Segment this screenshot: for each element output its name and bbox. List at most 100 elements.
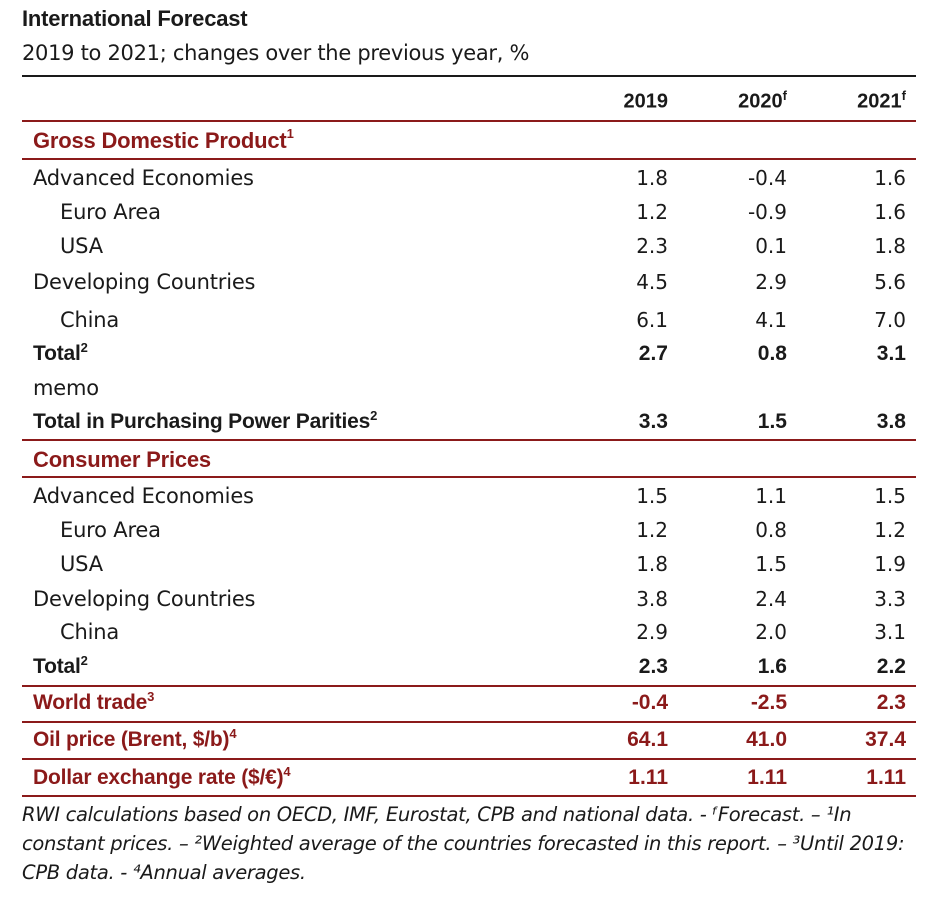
cell-value-2021: 1.6 — [874, 200, 906, 224]
row-label: Total2 — [33, 653, 88, 679]
section-heading-row: Consumer Prices — [0, 447, 942, 481]
cell-value-2019: 1.2 — [636, 518, 668, 542]
table-rule — [22, 685, 916, 687]
cell-value-2021: 1.6 — [874, 166, 906, 190]
table-row: Dollar exchange rate ($/€)4 1.11 1.11 1.11 — [0, 764, 942, 800]
row-label-text: Developing Countries — [33, 270, 256, 294]
table-rule — [22, 476, 916, 478]
table-row: Advanced Economies 1.5 1.1 1.5 — [0, 484, 942, 518]
row-label-text: China — [60, 308, 119, 332]
footnote-marker: 2 — [80, 653, 88, 668]
cell-value-2021: 1.5 — [874, 484, 906, 508]
row-label: memo — [33, 376, 99, 400]
cell-value-2019: -0.4 — [631, 691, 668, 714]
section-heading-row: Gross Domestic Product1 — [0, 126, 942, 162]
cell-value-2020: 0.8 — [755, 518, 787, 542]
table-row: Developing Countries 4.5 2.9 5.6 — [0, 270, 942, 304]
cell-value-2020: 4.1 — [755, 308, 787, 332]
row-label-text: Euro Area — [60, 200, 161, 224]
cell-value-2019: 2.3 — [636, 234, 668, 258]
column-header-2019: 2019 — [623, 90, 669, 113]
table-row: Total2 2.3 1.6 2.2 — [0, 653, 942, 689]
row-label-text: memo — [33, 376, 99, 400]
row-label-text: Dollar exchange rate ($/€) — [33, 766, 284, 789]
cell-value-2021: 1.9 — [874, 552, 906, 576]
row-label-text: World trade — [33, 691, 148, 714]
cell-value-2020: 2.0 — [755, 620, 787, 644]
cell-value-2021: 7.0 — [874, 308, 906, 332]
cell-value-2020: 0.8 — [757, 342, 787, 365]
row-label: Total in Purchasing Power Parities2 — [33, 408, 378, 434]
table-row: Developing Countries 3.8 2.4 3.3 — [0, 587, 942, 621]
footnote: RWI calculations based on OECD, IMF, Eur… — [22, 803, 905, 884]
footnote-marker: 4 — [283, 764, 291, 779]
cell-value-2020: 1.6 — [757, 655, 787, 678]
cell-value-2021: 1.2 — [874, 518, 906, 542]
cell-value-2019: 1.2 — [636, 200, 668, 224]
cell-value-2019: 4.5 — [636, 270, 668, 294]
row-label: Euro Area — [60, 518, 161, 542]
table-row: Total2 2.7 0.8 3.1 — [0, 340, 942, 376]
cell-value-2020: 1.11 — [747, 766, 787, 789]
footnote-marker: 3 — [147, 689, 155, 704]
cell-value-2019: 3.3 — [638, 410, 668, 433]
table-rule — [22, 721, 916, 723]
table-row: Oil price (Brent, $/b)4 64.1 41.0 37.4 — [0, 726, 942, 762]
cell-value-2019: 1.5 — [636, 484, 668, 508]
row-label-text: Advanced Economies — [33, 166, 254, 190]
row-label: USA — [60, 234, 103, 258]
footnote-marker: 1 — [286, 126, 294, 141]
table-row: China 2.9 2.0 3.1 — [0, 620, 942, 654]
cell-value-2021: 3.1 — [876, 342, 906, 365]
row-label: Consumer Prices — [33, 447, 211, 473]
row-label: Advanced Economies — [33, 166, 254, 190]
footnote-marker: 2 — [370, 408, 378, 423]
cell-value-2021: 3.1 — [874, 620, 906, 644]
table-row: Advanced Economies 1.8 -0.4 1.6 — [0, 166, 942, 200]
cell-value-2019: 64.1 — [627, 728, 668, 751]
table-row: Total in Purchasing Power Parities2 3.3 1.… — [0, 408, 942, 444]
table-rule — [22, 158, 916, 160]
cell-value-2020: -0.9 — [747, 200, 787, 224]
row-label: China — [60, 308, 119, 332]
table-row: Euro Area 1.2 -0.9 1.6 — [0, 200, 942, 234]
table-rule — [22, 439, 916, 441]
row-label-text: Total — [33, 342, 81, 365]
table-subtitle: 2019 to 2021; changes over the previous … — [22, 41, 530, 65]
row-label: China — [60, 620, 119, 644]
table-row: Euro Area 1.2 0.8 1.2 — [0, 518, 942, 552]
cell-value-2019: 3.8 — [636, 587, 668, 611]
cell-value-2019: 1.8 — [636, 166, 668, 190]
row-label-text: Total in Purchasing Power Parities — [33, 410, 371, 433]
row-label: Oil price (Brent, $/b)4 — [33, 726, 237, 752]
row-label-text: China — [60, 620, 119, 644]
row-label-text: Advanced Economies — [33, 484, 254, 508]
cell-value-2020: 2.4 — [755, 587, 787, 611]
table-rule — [22, 120, 916, 122]
cell-value-2019: 2.9 — [636, 620, 668, 644]
row-label: Euro Area — [60, 200, 161, 224]
row-label-text: USA — [60, 552, 103, 576]
cell-value-2021: 3.3 — [874, 587, 906, 611]
cell-value-2020: 1.5 — [757, 410, 787, 433]
row-label: Dollar exchange rate ($/€)4 — [33, 764, 291, 790]
row-label: World trade3 — [33, 689, 155, 715]
footnote-marker: 2 — [80, 340, 88, 355]
row-label: Developing Countries — [33, 587, 255, 611]
cell-value-2020: -2.5 — [750, 691, 787, 714]
column-header-2020: 2020f — [738, 88, 787, 113]
cell-value-2019: 2.7 — [638, 342, 668, 365]
cell-value-2021: 37.4 — [865, 728, 906, 751]
cell-value-2020: 0.1 — [755, 234, 787, 258]
table-row: China 6.1 4.1 7.0 — [0, 308, 942, 342]
row-label: Developing Countries — [33, 270, 255, 294]
row-label: Advanced Economies — [33, 484, 254, 508]
cell-value-2020: -0.4 — [747, 166, 787, 190]
row-label-text: Oil price (Brent, $/b) — [33, 728, 230, 751]
cell-value-2021: 2.3 — [876, 691, 906, 714]
header-top-rule — [22, 75, 916, 77]
row-label-text: Total — [33, 655, 81, 678]
row-label-text: Developing Countries — [33, 587, 256, 611]
table-rule — [22, 795, 916, 797]
table-row: USA 2.3 0.1 1.8 — [0, 234, 942, 268]
